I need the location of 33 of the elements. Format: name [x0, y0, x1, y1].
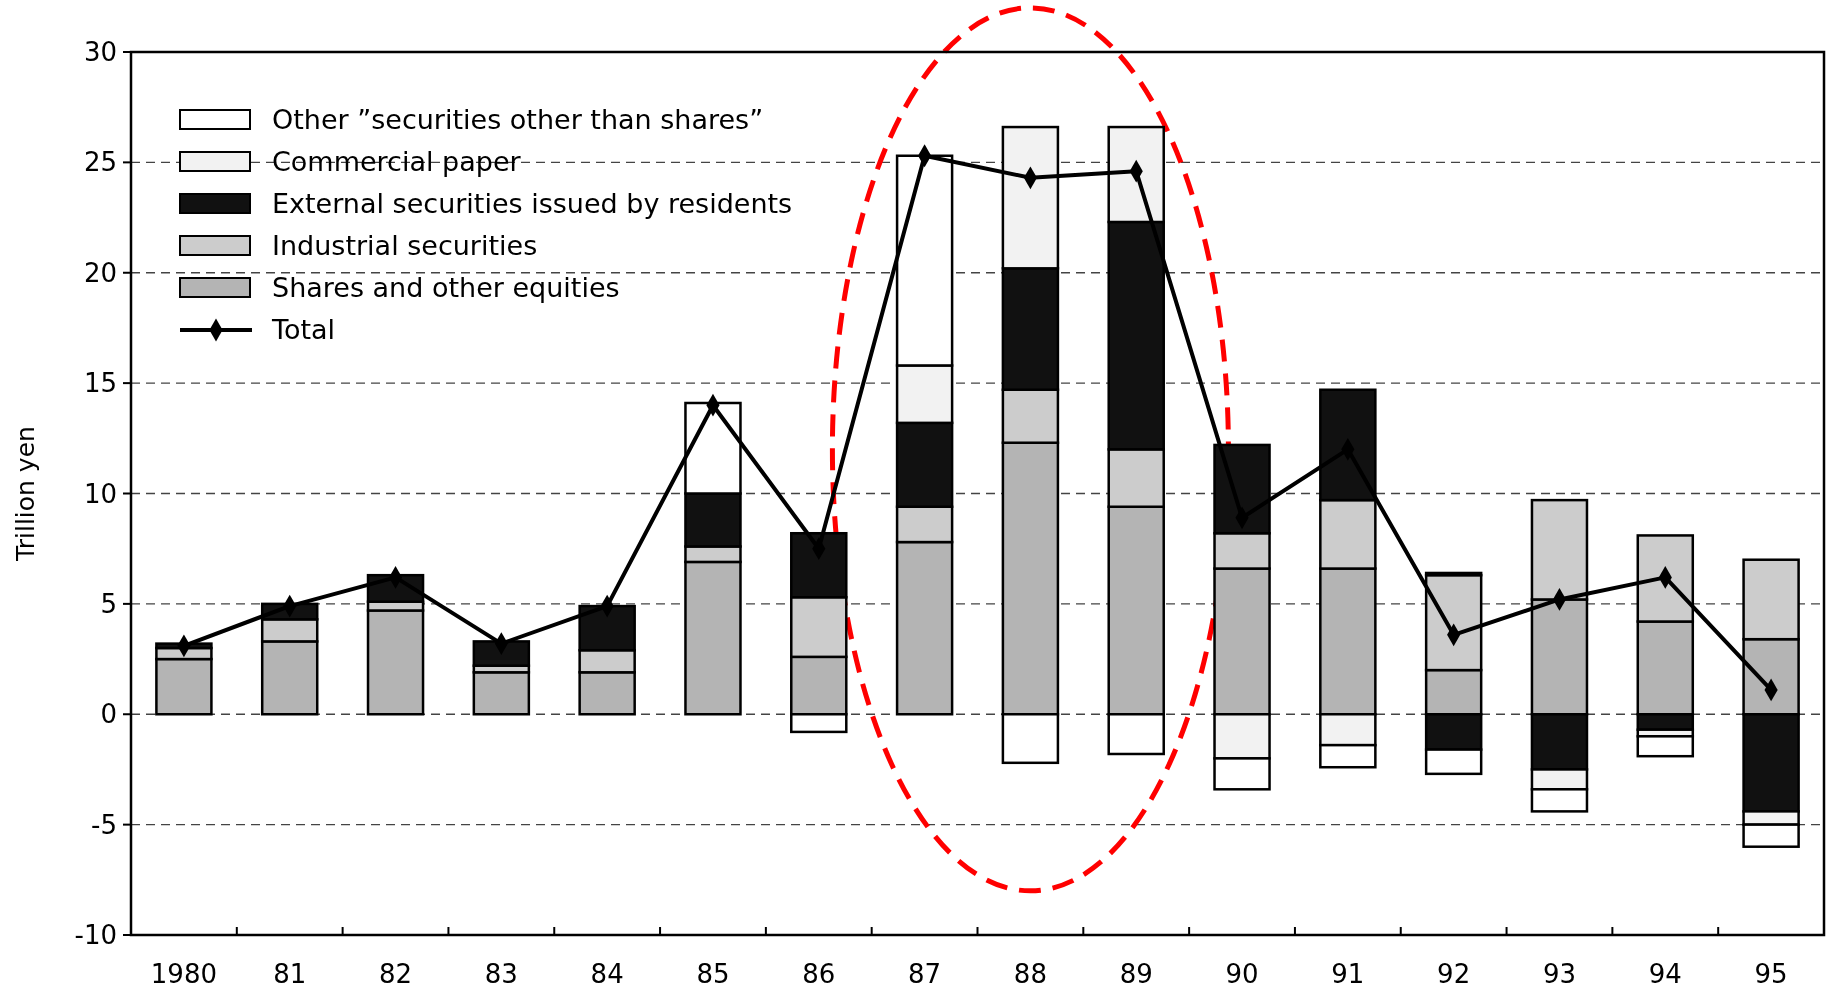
x-tick-label: 95 — [1754, 959, 1788, 989]
y-axis-title: Trillion yen — [11, 426, 40, 562]
x-tick-label: 85 — [696, 959, 730, 989]
y-tick-label: -10 — [74, 920, 117, 951]
x-tick-label: 92 — [1437, 959, 1471, 989]
x-tick-label: 86 — [802, 959, 836, 989]
x-tick-label: 89 — [1119, 959, 1153, 989]
x-tick-label: 87 — [908, 959, 942, 989]
legend-label: Other ”securities other than shares” — [272, 104, 764, 136]
legend-label: External securities issued by residents — [272, 188, 793, 220]
y-tick-label: -5 — [91, 809, 117, 840]
y-tick-label: 5 — [100, 588, 117, 619]
y-tick-label: 0 — [100, 699, 117, 730]
legend-label: Shares and other equities — [272, 272, 620, 304]
x-tick-label: 88 — [1013, 959, 1047, 989]
x-tick-label: 81 — [273, 959, 307, 989]
y-tick-label: 25 — [83, 147, 117, 178]
x-tick-label: 91 — [1331, 959, 1365, 989]
legend-label: Total — [271, 314, 336, 346]
x-tick-label: 83 — [484, 959, 518, 989]
y-tick-label: 30 — [83, 37, 117, 68]
x-tick-label: 94 — [1648, 959, 1682, 989]
y-tick-label: 10 — [83, 478, 117, 509]
x-tick-label: 93 — [1542, 959, 1577, 989]
x-tick-label: 82 — [378, 959, 413, 989]
bar — [472, 671, 531, 716]
x-tick-label: 84 — [590, 959, 624, 989]
y-tick-label: 20 — [83, 257, 117, 288]
legend-label: Commercial paper — [272, 146, 522, 178]
x-tick-label: 1980 — [150, 959, 217, 989]
y-tick-label: 15 — [83, 368, 117, 399]
legend-label: Industrial securities — [272, 230, 538, 262]
x-tick-label: 90 — [1225, 959, 1259, 989]
